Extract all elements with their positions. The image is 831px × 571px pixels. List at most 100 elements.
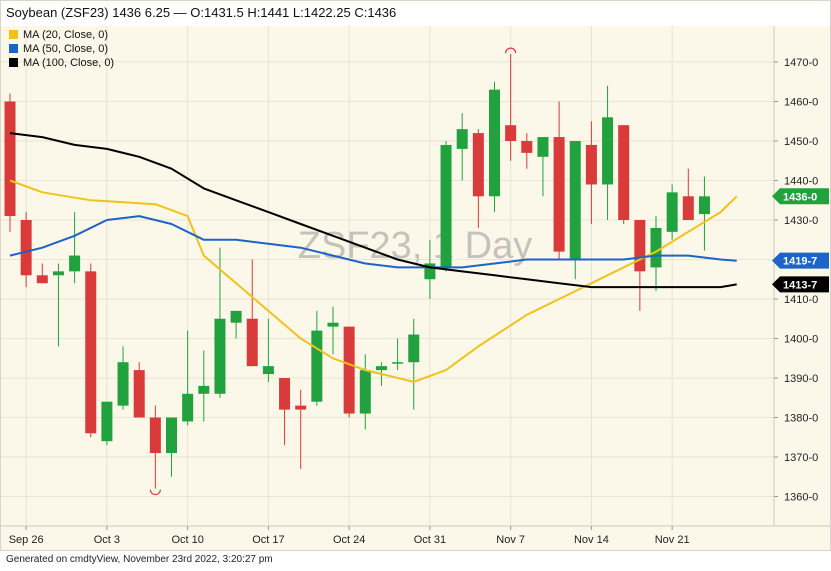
candle-up bbox=[408, 318, 420, 410]
price-tag: 1436-0 bbox=[772, 188, 829, 205]
candle-up bbox=[569, 141, 581, 280]
y-tick-label: 1460-0 bbox=[784, 97, 818, 109]
candle-down bbox=[20, 212, 32, 288]
candle-down bbox=[246, 259, 258, 367]
candle-body bbox=[4, 101, 16, 217]
x-tick-label: Oct 31 bbox=[414, 534, 446, 546]
y-tick-label: 1440-0 bbox=[784, 176, 818, 188]
candle-up bbox=[489, 81, 500, 213]
candle-down bbox=[279, 378, 291, 446]
candle-body bbox=[279, 378, 291, 410]
legend: MA (20, Close, 0) MA (50, Close, 0) MA (10… bbox=[9, 29, 114, 69]
axis-area bbox=[774, 26, 830, 526]
candle-body bbox=[650, 227, 662, 268]
candle-up bbox=[182, 330, 194, 426]
candle-body bbox=[20, 220, 32, 276]
watermark: ZSF23, 1 Day bbox=[298, 225, 532, 267]
x-tick-label: Oct 24 bbox=[333, 534, 365, 546]
price-tag: 1419-7 bbox=[772, 252, 829, 269]
candle-body bbox=[214, 318, 226, 394]
x-tick-label: Oct 10 bbox=[171, 534, 203, 546]
candle-body bbox=[634, 220, 646, 272]
candle-up bbox=[230, 310, 242, 339]
price-tag: 1413-7 bbox=[772, 276, 829, 293]
legend-swatch bbox=[9, 44, 18, 53]
candle-down bbox=[618, 125, 630, 224]
candle-down bbox=[585, 121, 597, 224]
candle-body bbox=[230, 310, 242, 323]
date-axis: Sep 26 Oct 3 Oct 10 Oct 17 Oct 24 Oct 31 Nov 7… bbox=[9, 526, 690, 546]
candle-body bbox=[198, 385, 210, 394]
candle-down bbox=[295, 389, 307, 469]
candle-up bbox=[424, 239, 436, 299]
candle-body bbox=[246, 318, 258, 367]
legend-swatch bbox=[9, 30, 18, 39]
x-tick-label: Nov 14 bbox=[574, 534, 609, 546]
legend-label: MA (50, Close, 0) bbox=[23, 43, 108, 55]
ma-50-line bbox=[9, 215, 737, 269]
candle-body bbox=[327, 322, 339, 327]
candle-body bbox=[682, 196, 694, 220]
candle-down bbox=[133, 362, 145, 418]
price-tags: 1436-0 1419-7 1413-7 bbox=[772, 188, 829, 293]
high-marker bbox=[505, 47, 517, 54]
candle-body bbox=[117, 362, 129, 406]
legend-label: MA (100, Close, 0) bbox=[23, 57, 114, 69]
y-tick-label: 1370-0 bbox=[784, 452, 818, 464]
candle-body bbox=[149, 417, 161, 454]
candle-body bbox=[505, 125, 517, 141]
candles bbox=[4, 54, 710, 489]
x-tick-label: Sep 26 bbox=[9, 534, 44, 546]
candle-body bbox=[553, 137, 565, 252]
candle-body bbox=[85, 271, 97, 434]
legend-item: MA (20, Close, 0) bbox=[9, 29, 108, 41]
candle-up bbox=[166, 417, 177, 477]
price-tag-label: 1436-0 bbox=[783, 191, 817, 203]
y-tick-label: 1360-0 bbox=[784, 492, 818, 504]
candle-up bbox=[456, 113, 468, 181]
candle-up bbox=[666, 184, 678, 240]
y-tick-label: 1430-0 bbox=[784, 215, 818, 227]
candle-body bbox=[182, 393, 194, 422]
date-axis-band bbox=[1, 526, 830, 550]
candle-body bbox=[375, 366, 387, 371]
candle-body bbox=[489, 89, 500, 197]
candle-up bbox=[327, 306, 339, 355]
legend-item: MA (50, Close, 0) bbox=[9, 43, 108, 55]
candle-body bbox=[521, 141, 533, 153]
candle-up bbox=[650, 216, 662, 292]
ma-20-line bbox=[9, 179, 738, 383]
candle-down bbox=[4, 93, 16, 232]
candle-down bbox=[149, 405, 161, 489]
footer-note: Generated on cmdtyView, November 23rd 20… bbox=[6, 554, 273, 565]
candle-body bbox=[569, 141, 581, 260]
legend-item: MA (100, Close, 0) bbox=[9, 57, 114, 69]
candle-up bbox=[117, 346, 129, 410]
candle-body bbox=[262, 366, 274, 375]
candle-body bbox=[311, 330, 323, 402]
candle-down bbox=[36, 263, 48, 284]
y-tick-label: 1450-0 bbox=[784, 136, 818, 148]
candle-body bbox=[101, 401, 113, 442]
candle-up bbox=[214, 247, 226, 398]
candle-body bbox=[52, 271, 64, 276]
candle-body bbox=[424, 263, 436, 280]
chart-title: Soybean (ZSF23) 1436 6.25 — O:1431.5 H:1… bbox=[6, 5, 396, 20]
candle-up bbox=[101, 401, 113, 446]
candle-down bbox=[682, 168, 694, 220]
candle-down bbox=[85, 263, 97, 438]
candle-body bbox=[133, 370, 145, 418]
candle-down bbox=[553, 101, 565, 260]
price-tag-shape bbox=[772, 252, 829, 269]
price-tag-label: 1413-7 bbox=[783, 279, 817, 291]
candle-up bbox=[311, 310, 323, 406]
candle-body bbox=[585, 144, 597, 185]
x-tick-label: Nov 21 bbox=[655, 534, 690, 546]
candle-body bbox=[666, 192, 678, 232]
candle-up bbox=[52, 263, 64, 347]
price-tag-shape bbox=[772, 276, 829, 293]
candle-body bbox=[537, 137, 549, 157]
low-marker bbox=[149, 489, 161, 496]
price-tag-shape bbox=[772, 188, 829, 205]
